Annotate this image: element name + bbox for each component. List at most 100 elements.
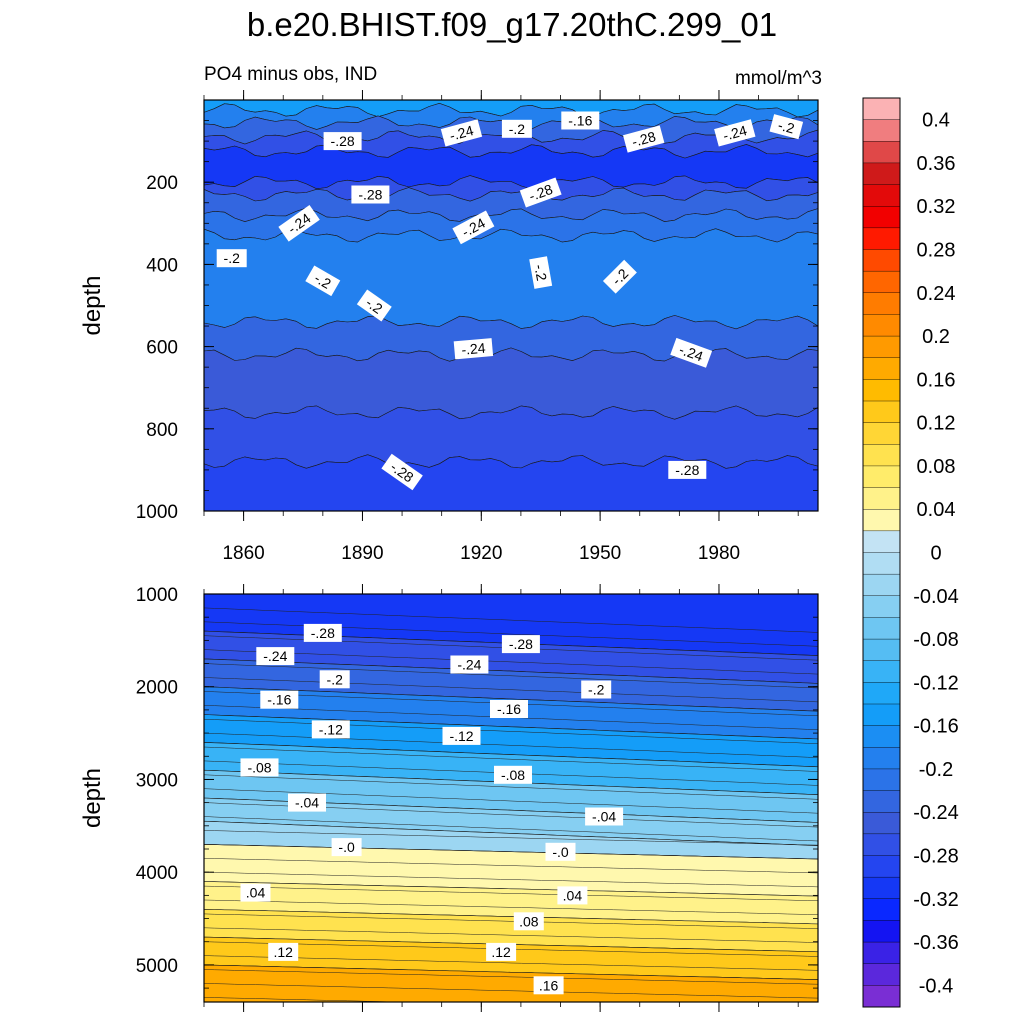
plot-frame — [203, 593, 819, 1003]
svg-text:-.28: -.28 — [630, 128, 658, 150]
y-axis-label: depth — [79, 275, 106, 335]
colorbar-swatch — [862, 790, 901, 813]
colorbar-label: -0.12 — [913, 672, 959, 694]
contour-label: -.28 — [501, 635, 540, 654]
colorbar-swatch — [862, 400, 901, 424]
contour-label: .12 — [268, 942, 299, 961]
variable-subtitle: PO4 minus obs, IND — [204, 64, 378, 85]
contour-line — [204, 663, 818, 689]
colorbar-swatch — [862, 314, 901, 337]
contour-label: -.04 — [585, 807, 624, 826]
colorbar-label: -0.24 — [913, 802, 959, 824]
colorbar: 0.4 0.36 0.32 0.28 0.24 0.2 0.16 0.12 0.08 0.04 0 -… — [862, 97, 959, 1008]
contour-label: -.2 — [216, 249, 247, 268]
svg-text:.12: .12 — [273, 944, 293, 960]
y-tick-label: 2000 — [136, 678, 178, 699]
units-subtitle: mmol/m^3 — [734, 68, 822, 89]
colorbar-label: 0.36 — [917, 153, 956, 175]
svg-text:-.2: -.2 — [776, 117, 796, 137]
contour-label: -.16 — [490, 700, 528, 718]
x-tick-label: 1920 — [460, 543, 502, 564]
x-tick-label: 1980 — [698, 543, 740, 564]
contour-label: -.28 — [668, 460, 707, 479]
contour-line — [204, 774, 818, 800]
contour-label: -.16 — [260, 690, 299, 709]
svg-text:-.16: -.16 — [568, 113, 592, 129]
colorbar-swatch — [862, 920, 901, 943]
colorbar-swatch — [862, 379, 901, 402]
contour-label: -.2 — [501, 119, 532, 138]
colorbar-swatch — [862, 660, 901, 683]
contour-line — [204, 649, 818, 675]
contour-label: -.28 — [351, 185, 390, 204]
colorbar-swatch — [862, 595, 901, 618]
contour-line — [204, 871, 818, 888]
svg-text:-.28: -.28 — [675, 462, 699, 478]
contour-label: -.08 — [240, 758, 279, 777]
svg-text:-.24: -.24 — [457, 657, 481, 673]
contour-line — [204, 718, 818, 744]
y-tick-label: 600 — [146, 338, 178, 359]
contour-line — [204, 732, 818, 758]
contour-label: -.2 — [529, 256, 553, 289]
colorbar-swatch — [862, 119, 901, 142]
contour-line — [204, 899, 818, 915]
colorbar-swatch — [862, 530, 901, 553]
colorbar-label: 0.2 — [922, 326, 950, 348]
colorbar-swatch — [862, 747, 901, 770]
contour-line — [204, 677, 818, 703]
colorbar-swatch — [862, 465, 901, 489]
colorbar-label: 0.32 — [917, 196, 956, 218]
colorbar-label: 0.04 — [917, 499, 956, 521]
upper-panel: -.28 -.24 -.2 -.16 -.28 -.24 -.2 -.28 -.28 -.24 -.… — [79, 90, 819, 564]
svg-text:-.12: -.12 — [319, 721, 343, 737]
colorbar-swatch — [862, 812, 901, 835]
svg-text:.16: .16 — [539, 977, 559, 993]
contour-label: -.08 — [494, 765, 532, 784]
colorbar-swatch — [862, 617, 901, 640]
svg-text:.08: .08 — [519, 913, 539, 929]
contour-line — [204, 858, 818, 874]
svg-text:-.2: -.2 — [327, 671, 344, 687]
contour-label: -.16 — [561, 111, 600, 130]
y-axis-label: depth — [79, 768, 106, 828]
colorbar-swatch — [862, 833, 901, 856]
contour-label: -.24 — [670, 337, 713, 368]
contour-label: -.28 — [623, 125, 665, 153]
colorbar-swatch — [862, 184, 901, 207]
svg-text:.04: .04 — [246, 885, 266, 901]
contour-label: -.24 — [450, 655, 489, 674]
contour-label: -.28 — [323, 132, 362, 151]
colorbar-label: 0.28 — [917, 240, 956, 262]
contour-label: .12 — [486, 942, 517, 961]
colorbar-swatch — [862, 509, 901, 532]
contour-band — [204, 228, 818, 330]
colorbar-swatch — [862, 162, 901, 186]
y-axis: 200 400 600 800 1000 depth — [79, 99, 818, 523]
colorbar-swatch — [862, 487, 901, 510]
colorbar-swatch — [862, 638, 901, 662]
svg-text:-.24: -.24 — [461, 340, 487, 358]
colorbar-label: 0.24 — [917, 283, 956, 305]
y-tick-label: 3000 — [136, 770, 178, 791]
contour-line — [204, 885, 818, 902]
y-tick-label: 800 — [146, 420, 178, 441]
colorbar-swatch — [862, 725, 901, 748]
svg-text:-.08: -.08 — [247, 759, 271, 775]
colorbar-swatch — [862, 270, 901, 294]
y-tick-label: 1000 — [136, 502, 178, 523]
y-tick-label: 4000 — [136, 863, 178, 884]
colorbar-swatch — [862, 552, 901, 575]
svg-text:-.2: -.2 — [363, 294, 386, 317]
colorbar-swatch — [862, 682, 901, 705]
contour-label: -.0 — [331, 838, 362, 857]
contour-line — [204, 913, 818, 929]
contour-label: -.28 — [303, 623, 342, 642]
colorbar-swatch — [862, 941, 901, 965]
colorbar-swatch — [862, 768, 901, 792]
contour-line — [204, 844, 818, 860]
svg-text:-.28: -.28 — [358, 187, 382, 203]
colorbar-swatch — [862, 898, 901, 921]
colorbar-label: 0.12 — [917, 413, 956, 435]
